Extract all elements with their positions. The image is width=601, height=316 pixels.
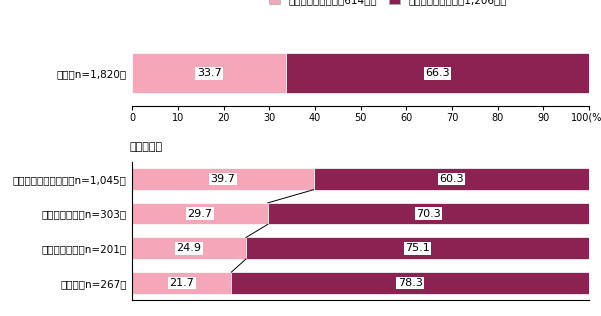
Text: 70.3: 70.3	[416, 209, 441, 219]
Text: 【業種別】: 【業種別】	[130, 142, 163, 152]
Text: 21.7: 21.7	[169, 278, 194, 288]
Text: 24.9: 24.9	[177, 243, 201, 253]
Text: 39.7: 39.7	[210, 174, 236, 184]
Bar	[132, 238, 246, 259]
Bar	[231, 272, 589, 294]
Bar	[314, 168, 589, 190]
Text: 29.7: 29.7	[188, 209, 213, 219]
Text: 66.3: 66.3	[426, 68, 450, 78]
Text: 33.7: 33.7	[197, 68, 222, 78]
Bar	[286, 53, 589, 94]
Text: 75.1: 75.1	[405, 243, 430, 253]
Text: 78.3: 78.3	[398, 278, 423, 288]
Bar	[132, 272, 231, 294]
Text: 60.3: 60.3	[439, 174, 463, 184]
Bar	[132, 168, 314, 190]
Bar	[132, 203, 268, 224]
Bar	[132, 53, 286, 94]
Bar	[268, 203, 589, 224]
Bar	[246, 238, 589, 259]
Legend: 受けたことがある（614人）, 受けたことがない（1,206人）: 受けたことがある（614人）, 受けたことがない（1,206人）	[265, 0, 511, 10]
